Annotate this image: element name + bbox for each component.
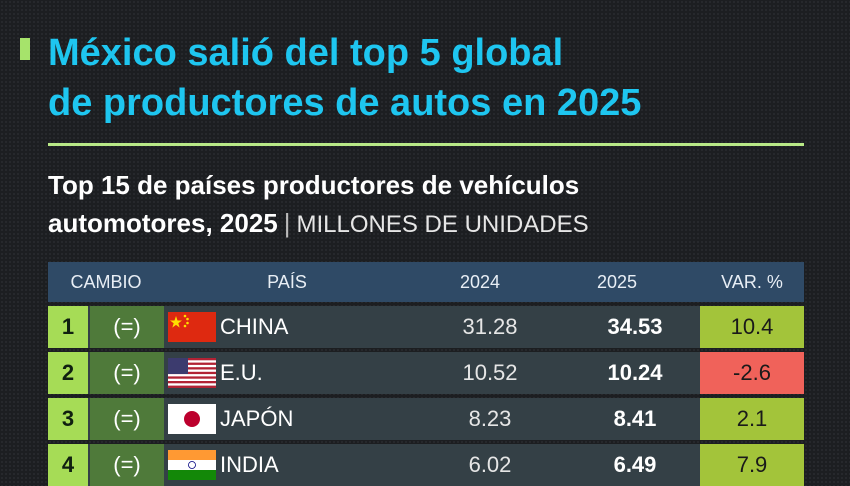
country-cell: E.U.: [220, 360, 263, 385]
header-2025: 2025: [596, 271, 638, 292]
table-header: CAMBIO PAÍS 2024 2025 VAR. %: [48, 262, 804, 302]
header-cambio: CAMBIO: [70, 271, 142, 292]
country-cell: INDIA: [220, 452, 279, 477]
rank-cell: 3: [48, 398, 88, 440]
table-row: 3 (=) JAPÓN 8.23 8.41 2.1: [48, 398, 804, 440]
value-2024-cell: 6.02: [468, 452, 512, 477]
var-pct-cell: -2.6: [700, 352, 804, 394]
subtitle-year: automotores, 2025: [48, 208, 278, 238]
value-2025-cell: 6.49: [613, 452, 657, 477]
country-cell: JAPÓN: [220, 406, 294, 431]
header-var: VAR. %: [721, 271, 783, 292]
header-pais: PAÍS: [267, 271, 307, 292]
japan-flag-icon: [164, 398, 220, 440]
change-cell: (=): [90, 352, 164, 394]
rank-cell: 4: [48, 444, 88, 486]
value-2025-cell: 8.41: [613, 406, 657, 431]
china-flag-icon: [164, 306, 220, 348]
value-2025-cell: 34.53: [607, 314, 663, 339]
subtitle-line-2: automotores, 2025 | MILLONES DE UNIDADES: [48, 204, 589, 244]
var-pct-cell: 2.1: [700, 398, 804, 440]
divider: [48, 143, 804, 146]
india-flag-icon: [164, 444, 220, 486]
subtitle-separator: |: [283, 208, 291, 238]
header-2024: 2024: [459, 271, 501, 292]
subtitle-unit: MILLONES DE UNIDADES: [296, 211, 589, 238]
table-body: 1 (=) CHINA 31.28 34.53 10.4 2 (=) E.U. 10.52 10.2…: [48, 306, 804, 486]
value-2024-cell: 10.52: [462, 360, 518, 385]
var-pct-cell: 7.9: [700, 444, 804, 486]
page-title: México salió del top 5 global de product…: [48, 32, 642, 124]
value-2025-cell: 10.24: [607, 360, 663, 385]
value-2024-cell: 8.23: [468, 406, 512, 431]
table-row: 1 (=) CHINA 31.28 34.53 10.4: [48, 306, 804, 348]
var-pct-cell: 10.4: [700, 306, 804, 348]
country-cell: CHINA: [220, 314, 289, 339]
us-flag-icon: [164, 352, 220, 394]
subtitle: Top 15 de países productores de vehículo…: [48, 170, 580, 200]
table-row: 2 (=) E.U. 10.52 10.24 -2.6: [48, 352, 804, 394]
title-accent-bar: [20, 38, 30, 60]
change-cell: (=): [90, 306, 164, 348]
change-cell: (=): [90, 444, 164, 486]
rank-cell: 1: [48, 306, 88, 348]
production-table: CAMBIO PAÍS 2024 2025 VAR. % 1 (=) CHINA 31…: [48, 262, 804, 486]
table-row: 4 (=) INDIA 6.02 6.49 7.9: [48, 444, 804, 486]
rank-cell: 2: [48, 352, 88, 394]
change-cell: (=): [90, 398, 164, 440]
value-2024-cell: 31.28: [462, 314, 518, 339]
